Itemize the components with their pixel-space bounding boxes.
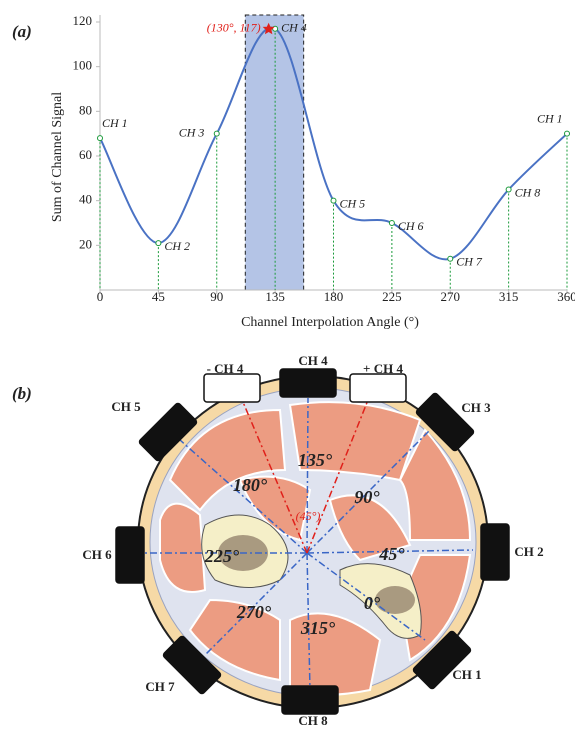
electrode-label: CH 6 — [82, 547, 112, 562]
direction-arrow — [179, 439, 308, 554]
angle-label: 225° — [204, 546, 240, 566]
electrode-label: CH 4 — [298, 353, 328, 368]
point-label: CH 6 — [398, 219, 424, 233]
peak-star — [262, 22, 275, 35]
point-label: CH 3 — [179, 125, 205, 139]
angle-label: 90° — [354, 487, 380, 507]
muscles — [159, 401, 472, 696]
y-tick-label: 60 — [79, 147, 92, 162]
point — [213, 130, 220, 137]
marrow — [375, 586, 415, 614]
electrode-label: CH 2 — [514, 544, 543, 559]
x-tick-label: 270 — [441, 289, 461, 304]
electrode-label: CH 8 — [298, 713, 328, 728]
electrode-label: - CH 4 — [207, 361, 244, 376]
electrode-label: + CH 4 — [363, 361, 403, 376]
angle-label: 315° — [300, 618, 336, 638]
x-tick-label: 90 — [210, 289, 223, 304]
point — [155, 240, 162, 247]
electrode — [281, 685, 339, 715]
angle-label: 135° — [298, 450, 333, 470]
point-label: CH 1 — [537, 111, 563, 125]
electrode — [415, 392, 475, 452]
point — [505, 186, 512, 193]
x-axis-label: Channel Interpolation Angle (°) — [241, 315, 419, 330]
electrode — [203, 373, 261, 403]
offset-line — [306, 394, 371, 554]
point — [97, 135, 103, 142]
point — [564, 130, 570, 137]
y-tick-label: 20 — [79, 236, 92, 251]
direction-arrow — [306, 552, 426, 641]
point-label: CH 4 — [281, 20, 307, 34]
line — [99, 26, 568, 261]
y-tick-label: 100 — [73, 58, 93, 73]
electrode-label: CH 5 — [111, 399, 141, 414]
y-tick-label: 80 — [79, 102, 92, 117]
electrode — [412, 630, 472, 690]
electrode — [279, 368, 337, 398]
point-label: CH 5 — [340, 196, 366, 210]
x-tick-label: 360 — [557, 289, 575, 304]
y-tick-label: 40 — [79, 192, 92, 207]
x-tick-label: 315 — [499, 289, 519, 304]
point-label: CH 7 — [456, 254, 483, 268]
offset-line — [239, 394, 308, 554]
electrode-label: CH 3 — [461, 400, 491, 415]
direction-arrow — [306, 397, 309, 554]
y-tick-label: 120 — [73, 13, 93, 28]
panel-label: (b) — [12, 384, 32, 403]
electrode — [349, 373, 407, 403]
y-axis-label: Sum of Channel Signal — [50, 92, 65, 222]
offset-angle-label: (45°) — [296, 509, 321, 523]
electrode — [162, 635, 222, 695]
x-tick-label: 135 — [265, 289, 285, 304]
panel-label: (a) — [12, 22, 32, 41]
direction-arrow — [306, 549, 474, 554]
electrode — [138, 402, 198, 462]
point-label: CH 8 — [515, 185, 541, 199]
x-tick-label: 45 — [152, 289, 165, 304]
angle-label: 0° — [364, 593, 381, 613]
x-tick-label: 225 — [382, 289, 402, 304]
angle-label: 45° — [378, 544, 405, 564]
direction-arrow — [204, 552, 308, 656]
point-label: CH 2 — [164, 239, 190, 253]
point — [388, 220, 395, 226]
peak-label: (130°, 117) — [207, 20, 261, 34]
angle-label: 270° — [236, 602, 272, 622]
electrode-label: CH 1 — [452, 667, 481, 682]
cross-section — [115, 368, 510, 715]
point — [447, 255, 454, 262]
electrode-label: CH 7 — [145, 679, 175, 694]
direction-arrow — [306, 429, 431, 554]
point-label: CH 1 — [102, 116, 128, 130]
angle-label: 180° — [233, 475, 268, 495]
highlight-band — [244, 14, 305, 291]
electrode — [480, 523, 510, 581]
point — [330, 197, 337, 204]
electrode — [115, 526, 145, 584]
x-tick-label: 0 — [97, 289, 104, 304]
x-tick-label: 180 — [324, 289, 344, 304]
